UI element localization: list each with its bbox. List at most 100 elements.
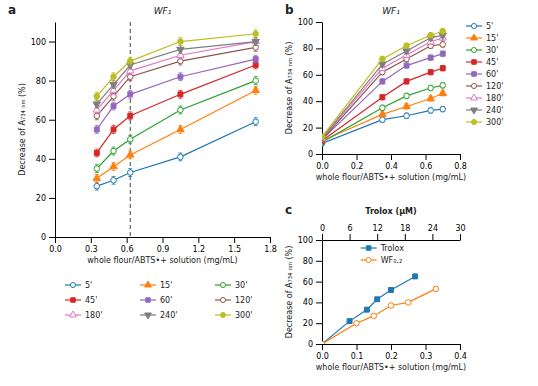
point xyxy=(427,94,434,100)
point xyxy=(178,107,184,113)
series-line xyxy=(322,54,443,140)
error-bar xyxy=(322,134,324,139)
series xyxy=(322,286,439,344)
y-tick-label: 100 xyxy=(31,38,46,47)
x-tick-mark xyxy=(391,154,392,160)
error-bar-cap xyxy=(128,98,132,99)
point xyxy=(178,74,183,79)
y-tick-label: 60 xyxy=(36,116,46,125)
y-tick-mark xyxy=(316,48,322,49)
point xyxy=(94,94,100,100)
point xyxy=(127,170,133,176)
legend-label: 15' xyxy=(486,34,498,43)
x-tick-mark xyxy=(357,154,358,160)
legend-label: 60' xyxy=(486,70,498,79)
legend-item: 5' xyxy=(466,22,493,31)
error-bar xyxy=(95,149,99,157)
panel: 0.00.30.60.91.21.51.8020406080100WF₁awho… xyxy=(8,3,277,320)
error-bar-cap xyxy=(254,63,258,64)
error-bar-cap xyxy=(128,143,132,144)
legend-label: 60' xyxy=(160,296,172,305)
y-tick-mark xyxy=(49,198,55,199)
y-tick-label: 80 xyxy=(36,77,46,86)
point xyxy=(93,174,100,180)
x-tick-mark xyxy=(426,154,427,160)
series xyxy=(94,30,258,100)
x-tick-label: 0.0 xyxy=(316,162,329,171)
error-bar-cap xyxy=(254,84,258,85)
y-tick-mark xyxy=(316,261,322,262)
legend-swatch-marker xyxy=(146,298,150,302)
error-bar-cap xyxy=(178,160,182,161)
error-bar-cap xyxy=(128,80,132,81)
point xyxy=(110,82,117,88)
series xyxy=(322,51,445,142)
error-bar-cap xyxy=(95,172,99,173)
point xyxy=(440,51,445,56)
y-tick-mark xyxy=(316,240,322,241)
y-tick-mark xyxy=(49,81,55,82)
legend-swatch-marker xyxy=(70,282,75,287)
point xyxy=(322,134,325,140)
point xyxy=(94,127,99,132)
series-line xyxy=(97,81,256,169)
point xyxy=(111,94,117,100)
point xyxy=(111,178,117,184)
panel: 0.00.20.40.60.8020406080100WF₁bwhole flo… xyxy=(285,3,503,182)
legend-item: 300' xyxy=(215,311,252,320)
point xyxy=(111,127,116,132)
legend-label: 45' xyxy=(486,58,498,67)
x2-axis-title: Trolox (μM) xyxy=(365,207,416,216)
series xyxy=(322,33,446,143)
y-tick-label: 20 xyxy=(303,319,313,328)
x2-tick-label: 24 xyxy=(428,224,438,233)
legend-label: 180' xyxy=(85,311,102,320)
error-bar-cap xyxy=(95,119,99,120)
x-tick-label: 0.2 xyxy=(351,162,364,171)
error-bar-cap xyxy=(128,135,132,136)
y-axis: 020406080100 xyxy=(298,236,323,349)
series xyxy=(94,61,258,157)
error-bar-cap xyxy=(95,156,99,157)
error-bar-cap xyxy=(95,92,99,93)
series xyxy=(322,34,446,141)
x-axis-title: whole flour/ABTS•+ solution (mg/mL) xyxy=(316,173,466,182)
point xyxy=(354,320,360,326)
point xyxy=(178,58,184,64)
series xyxy=(322,42,446,143)
error-bar xyxy=(380,56,384,61)
error-bar-cap xyxy=(112,100,116,101)
x2-axis-line xyxy=(323,240,461,241)
y-tick-mark xyxy=(49,120,55,121)
series xyxy=(322,28,446,139)
plot-area xyxy=(322,28,446,146)
point xyxy=(94,183,100,189)
point xyxy=(94,151,99,156)
point xyxy=(380,105,386,111)
point xyxy=(440,106,446,112)
error-bar xyxy=(178,73,182,81)
y-axis: 020406080100 xyxy=(31,23,56,243)
plot-area xyxy=(322,274,439,344)
x-tick-mark xyxy=(426,344,427,350)
x2-tick: 30 xyxy=(455,224,465,240)
point xyxy=(404,113,410,119)
point xyxy=(110,162,117,168)
error-bar xyxy=(95,92,99,100)
point xyxy=(405,300,411,306)
x-axis: 0.00.10.20.30.4 xyxy=(316,344,467,361)
error-bar xyxy=(429,85,433,90)
legend-label: 5' xyxy=(85,281,92,290)
y-tick: 40 xyxy=(36,155,55,164)
error-bar xyxy=(254,30,258,38)
point xyxy=(428,32,434,38)
legend-item: 60' xyxy=(466,70,498,79)
error-bar xyxy=(95,165,99,173)
error-bar xyxy=(128,169,132,177)
point xyxy=(428,55,433,60)
error-bar-cap xyxy=(178,59,182,60)
x-tick: 0.3 xyxy=(420,344,433,361)
series xyxy=(93,37,259,114)
legend-label: Trolox xyxy=(380,244,405,253)
x-tick-mark xyxy=(127,237,128,243)
